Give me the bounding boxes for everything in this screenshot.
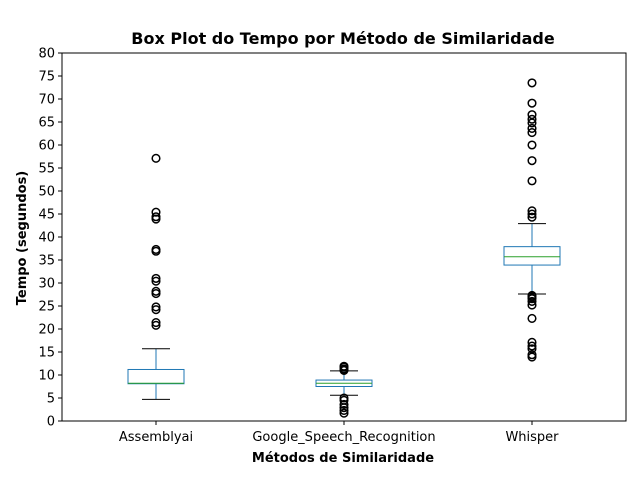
outlier-point	[527, 110, 537, 120]
x-axis-label: Métodos de Similaridade	[252, 451, 434, 466]
outlier-point	[527, 176, 537, 186]
y-tick-label: 25	[38, 300, 55, 315]
plot-area	[127, 78, 561, 418]
y-tick-label: 15	[38, 346, 55, 361]
outlier-point	[527, 350, 537, 360]
outlier-point	[151, 302, 161, 312]
outlier-point	[527, 123, 537, 133]
outlier-point	[151, 153, 161, 163]
box-iqr	[503, 246, 561, 266]
outlier-point	[151, 276, 161, 286]
outlier-point	[151, 286, 161, 296]
outlier-point	[151, 320, 161, 330]
outlier-point	[339, 361, 349, 371]
outlier-point	[527, 341, 537, 351]
outlier-point	[151, 212, 161, 222]
y-tick-label: 10	[38, 369, 55, 384]
y-tick-label: 65	[38, 116, 55, 131]
outlier-point	[527, 212, 537, 222]
axes: Assemblyai Google_Speech_Recognition Whisp…	[38, 47, 559, 446]
y-tick-label: 40	[38, 231, 55, 246]
y-tick-label: 20	[38, 323, 55, 338]
outlier-point	[527, 98, 537, 108]
outlier-point	[151, 273, 161, 283]
outlier-point	[151, 244, 161, 254]
outlier-point	[339, 405, 349, 415]
outlier-point	[527, 313, 537, 323]
outlier-point	[339, 393, 349, 403]
y-tick-label: 5	[47, 392, 55, 407]
outlier-point	[527, 290, 537, 300]
outlier-point	[527, 337, 537, 347]
box-group-0	[127, 153, 185, 400]
y-tick-label: 55	[38, 162, 55, 177]
outlier-point	[527, 156, 537, 166]
y-tick-label: 30	[38, 277, 55, 292]
y-tick-label: 75	[38, 70, 55, 85]
box-group-1	[315, 361, 373, 418]
box-group-2	[503, 78, 561, 362]
x-tick-label: Google_Speech_Recognition	[252, 430, 435, 445]
outlier-point	[527, 114, 537, 124]
outlier-point	[151, 305, 161, 315]
outlier-point	[527, 344, 537, 354]
outlier-point	[151, 318, 161, 328]
outlier-point	[527, 296, 537, 306]
y-tick-label: 0	[47, 415, 55, 430]
y-tick-label: 80	[38, 47, 55, 62]
outlier-point	[527, 140, 537, 150]
outlier-point	[527, 206, 537, 216]
x-tick-label: Whisper	[505, 430, 559, 445]
outlier-point	[527, 78, 537, 88]
outlier-point	[527, 128, 537, 138]
outlier-point	[527, 209, 537, 219]
y-tick-label: 70	[38, 93, 55, 108]
y-tick-label: 60	[38, 139, 55, 154]
y-tick-label: 50	[38, 185, 55, 200]
outlier-point	[339, 399, 349, 409]
box-iqr	[127, 368, 185, 385]
y-tick-label: 45	[38, 208, 55, 223]
chart-title: Box Plot do Tempo por Método de Similari…	[131, 29, 555, 48]
y-tick-label: 35	[38, 254, 55, 269]
y-axis-label: Tempo (segundos)	[15, 171, 30, 306]
x-tick-label: Assemblyai	[119, 430, 193, 445]
outlier-point	[151, 207, 161, 217]
outlier-point	[339, 408, 349, 418]
